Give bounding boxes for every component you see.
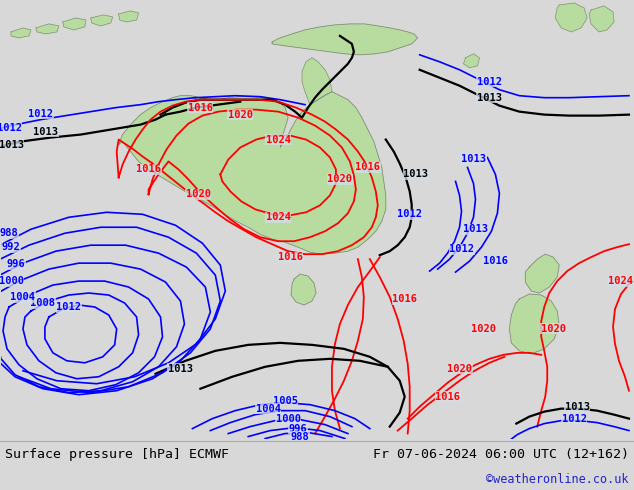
- Polygon shape: [302, 58, 332, 105]
- Polygon shape: [119, 92, 385, 254]
- Polygon shape: [119, 11, 139, 22]
- Text: 1004: 1004: [256, 404, 281, 414]
- Text: 996: 996: [6, 259, 25, 269]
- Text: 1020: 1020: [471, 324, 496, 334]
- Text: 1012: 1012: [562, 414, 586, 424]
- Text: Surface pressure [hPa] ECMWF: Surface pressure [hPa] ECMWF: [5, 448, 229, 461]
- Text: 1013: 1013: [565, 402, 590, 412]
- Text: 1016: 1016: [136, 165, 161, 174]
- Text: 1013: 1013: [477, 93, 502, 103]
- Text: 1016: 1016: [483, 256, 508, 266]
- Text: 1020: 1020: [186, 189, 211, 199]
- Text: 1016: 1016: [435, 392, 460, 402]
- Polygon shape: [291, 274, 316, 305]
- Polygon shape: [63, 18, 86, 30]
- Polygon shape: [526, 254, 559, 293]
- Text: 1013: 1013: [403, 170, 428, 179]
- Text: 1024: 1024: [266, 212, 290, 222]
- Polygon shape: [555, 3, 587, 32]
- Text: 1013: 1013: [168, 364, 193, 374]
- Text: 1024: 1024: [609, 276, 633, 286]
- Text: 1013: 1013: [34, 126, 58, 137]
- Text: 1012: 1012: [477, 77, 502, 87]
- Text: 996: 996: [288, 423, 307, 434]
- Polygon shape: [91, 15, 113, 26]
- Polygon shape: [36, 24, 59, 34]
- Text: 1020: 1020: [327, 174, 353, 184]
- Text: 988: 988: [0, 228, 18, 238]
- Text: 1005: 1005: [273, 396, 297, 406]
- Text: 1012: 1012: [397, 209, 422, 220]
- Text: 1016: 1016: [278, 252, 302, 262]
- Text: 1024: 1024: [266, 135, 290, 145]
- Text: 1000: 1000: [0, 276, 23, 286]
- Text: 1020: 1020: [228, 110, 253, 120]
- Text: 1000: 1000: [276, 414, 301, 424]
- Polygon shape: [463, 54, 479, 68]
- Text: Fr 07-06-2024 06:00 UTC (12+162): Fr 07-06-2024 06:00 UTC (12+162): [373, 448, 629, 461]
- Text: 1013: 1013: [461, 154, 486, 165]
- Text: 1012: 1012: [29, 109, 53, 119]
- Text: 1012: 1012: [449, 244, 474, 254]
- Text: 1020: 1020: [541, 324, 566, 334]
- Polygon shape: [272, 24, 418, 55]
- Text: 1012: 1012: [56, 302, 81, 312]
- Polygon shape: [509, 294, 559, 354]
- Text: 1008: 1008: [30, 298, 55, 308]
- Text: 1020: 1020: [447, 364, 472, 374]
- Text: 1016: 1016: [188, 102, 213, 113]
- Text: ©weatheronline.co.uk: ©weatheronline.co.uk: [486, 473, 629, 487]
- Text: 1016: 1016: [392, 294, 417, 304]
- Text: 988: 988: [290, 432, 309, 441]
- Text: 1013: 1013: [463, 224, 488, 234]
- Text: 1013: 1013: [0, 140, 23, 149]
- Text: 1016: 1016: [355, 163, 380, 172]
- Polygon shape: [589, 6, 614, 32]
- Text: 992: 992: [2, 242, 20, 252]
- Text: 1012: 1012: [0, 122, 22, 133]
- Text: 1004: 1004: [11, 292, 36, 302]
- Polygon shape: [11, 28, 31, 38]
